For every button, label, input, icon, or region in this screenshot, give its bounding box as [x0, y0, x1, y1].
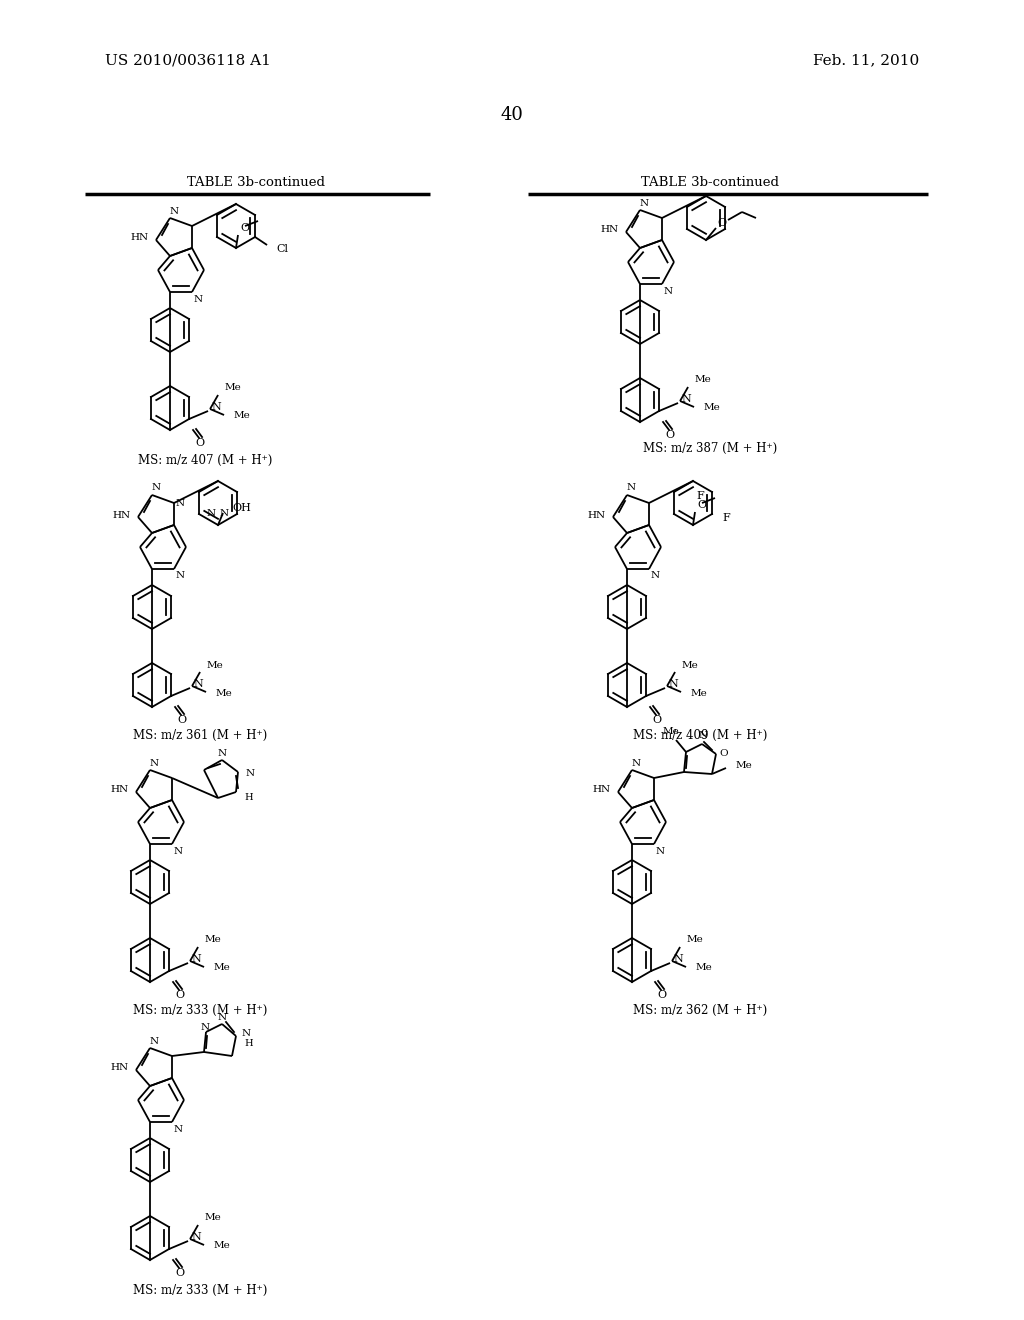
Text: Me: Me — [213, 1242, 229, 1250]
Text: MS: m/z 409 (M + H⁺): MS: m/z 409 (M + H⁺) — [633, 729, 767, 742]
Text: Me: Me — [736, 762, 753, 771]
Text: N: N — [150, 1036, 159, 1045]
Text: N: N — [673, 954, 683, 964]
Text: N: N — [669, 678, 678, 689]
Text: MS: m/z 333 (M + H⁺): MS: m/z 333 (M + H⁺) — [133, 1283, 267, 1296]
Text: N: N — [169, 206, 178, 215]
Text: Feb. 11, 2010: Feb. 11, 2010 — [813, 53, 919, 67]
Text: N: N — [698, 731, 708, 741]
Text: HN: HN — [593, 785, 611, 795]
Text: N: N — [217, 1012, 226, 1022]
Text: Me: Me — [694, 375, 711, 384]
Text: O: O — [718, 218, 727, 228]
Text: N: N — [191, 1232, 201, 1242]
Text: HN: HN — [111, 785, 129, 795]
Text: O: O — [177, 715, 186, 725]
Text: Me: Me — [204, 1213, 221, 1222]
Text: N: N — [220, 510, 229, 519]
Text: F: F — [696, 491, 703, 502]
Text: O: O — [175, 990, 184, 1001]
Text: N: N — [152, 483, 161, 492]
Text: Me: Me — [215, 689, 231, 697]
Text: Me: Me — [686, 936, 702, 945]
Text: N: N — [150, 759, 159, 767]
Text: N: N — [639, 198, 648, 207]
Text: Me: Me — [233, 412, 250, 421]
Text: N: N — [655, 846, 665, 855]
Text: N: N — [173, 846, 182, 855]
Text: N: N — [681, 393, 691, 404]
Text: N: N — [664, 286, 673, 296]
Text: O: O — [240, 223, 249, 234]
Text: OH: OH — [232, 503, 251, 513]
Text: Me: Me — [213, 964, 229, 973]
Text: MS: m/z 387 (M + H⁺): MS: m/z 387 (M + H⁺) — [643, 441, 777, 454]
Text: HN: HN — [113, 511, 131, 520]
Text: Me: Me — [681, 660, 697, 669]
Text: F: F — [722, 513, 730, 523]
Text: N: N — [194, 294, 203, 304]
Text: Me: Me — [204, 936, 221, 945]
Text: Me: Me — [224, 384, 241, 392]
Text: MS: m/z 333 (M + H⁺): MS: m/z 333 (M + H⁺) — [133, 1003, 267, 1016]
Text: US 2010/0036118 A1: US 2010/0036118 A1 — [105, 53, 271, 67]
Text: N: N — [175, 572, 184, 581]
Text: Me: Me — [695, 964, 712, 973]
Text: MS: m/z 362 (M + H⁺): MS: m/z 362 (M + H⁺) — [633, 1003, 767, 1016]
Text: N: N — [207, 510, 216, 519]
Text: Me: Me — [663, 727, 679, 737]
Text: N: N — [627, 483, 636, 492]
Text: HN: HN — [131, 234, 150, 243]
Text: Me: Me — [206, 660, 223, 669]
Text: H: H — [244, 1039, 253, 1048]
Text: Me: Me — [703, 404, 720, 412]
Text: O: O — [175, 1269, 184, 1278]
Text: 40: 40 — [501, 106, 523, 124]
Text: TABLE 3b-continued: TABLE 3b-continued — [187, 176, 325, 189]
Text: N: N — [201, 1023, 210, 1031]
Text: N: N — [191, 954, 201, 964]
Text: N: N — [173, 1125, 182, 1134]
Text: O: O — [697, 500, 707, 510]
Text: O: O — [196, 438, 205, 447]
Text: O: O — [666, 430, 675, 440]
Text: HN: HN — [588, 511, 606, 520]
Text: HN: HN — [111, 1064, 129, 1072]
Text: MS: m/z 361 (M + H⁺): MS: m/z 361 (M + H⁺) — [133, 729, 267, 742]
Text: Me: Me — [690, 689, 707, 697]
Text: Cl: Cl — [276, 244, 288, 253]
Text: TABLE 3b-continued: TABLE 3b-continued — [641, 176, 779, 189]
Text: O: O — [652, 715, 662, 725]
Text: N: N — [650, 572, 659, 581]
Text: O: O — [720, 750, 728, 759]
Text: MS: m/z 407 (M + H⁺): MS: m/z 407 (M + H⁺) — [138, 454, 272, 466]
Text: N: N — [194, 678, 203, 689]
Text: N: N — [246, 770, 255, 779]
Text: O: O — [657, 990, 667, 1001]
Text: H: H — [244, 793, 253, 803]
Text: N: N — [242, 1030, 251, 1039]
Text: N: N — [175, 499, 184, 507]
Text: N: N — [217, 748, 226, 758]
Text: N: N — [632, 759, 641, 767]
Text: HN: HN — [601, 226, 618, 235]
Text: N: N — [211, 403, 221, 412]
